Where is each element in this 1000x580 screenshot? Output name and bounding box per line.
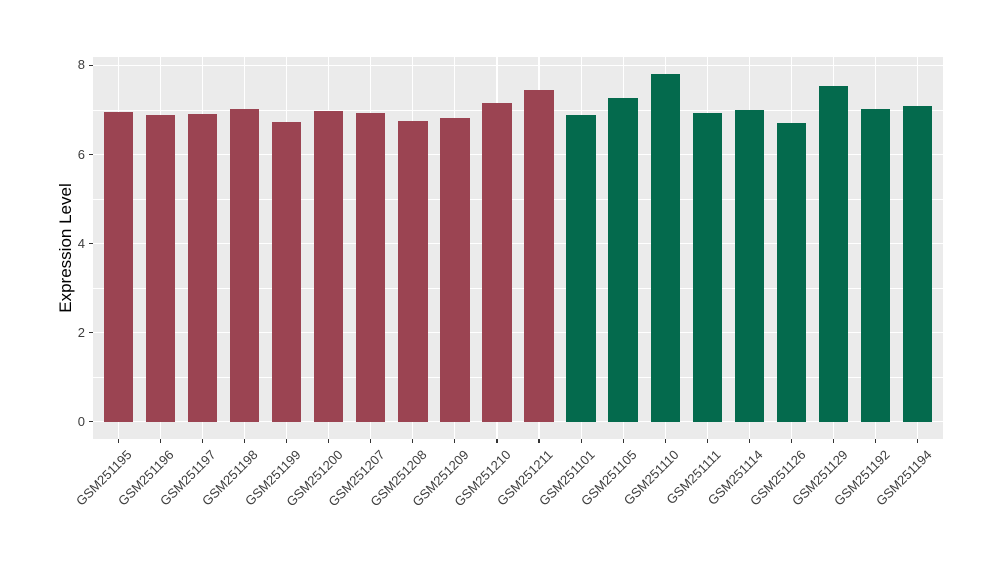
x-tick-mark (328, 439, 330, 443)
bar-GSM251211 (524, 90, 554, 422)
gridline-y-minor (93, 198, 943, 200)
y-tick-mark (89, 64, 93, 67)
bar-GSM251210 (482, 103, 512, 422)
x-tick-mark (370, 439, 372, 443)
plot-panel (93, 57, 943, 439)
bar-GSM251195 (103, 112, 133, 422)
y-tick-mark (89, 242, 93, 245)
x-tick-mark (832, 439, 835, 443)
gridline-y-minor (93, 287, 943, 289)
bar-GSM251208 (398, 120, 428, 422)
gridline-y-major (93, 331, 943, 334)
x-tick-mark (412, 439, 414, 443)
y-tick-label: 4 (77, 235, 85, 251)
bar-GSM251101 (566, 115, 596, 422)
y-tick-mark (89, 331, 93, 334)
gridline-y-major (93, 64, 943, 67)
bar-GSM251105 (608, 98, 638, 422)
gridline-y-minor (93, 376, 943, 378)
bar-GSM251194 (903, 105, 933, 422)
x-tick-mark (790, 439, 793, 443)
gridline-y-major (93, 421, 943, 423)
y-tick-label: 2 (77, 324, 85, 340)
x-tick-mark (496, 439, 498, 443)
x-tick-mark (622, 439, 624, 443)
bar-GSM251114 (734, 110, 765, 422)
x-tick-mark (748, 439, 751, 443)
bar-GSM251199 (271, 121, 302, 422)
y-tick-mark (89, 153, 93, 156)
x-tick-mark (706, 439, 708, 443)
y-tick-label: 8 (77, 57, 85, 73)
bar-GSM251197 (187, 113, 218, 422)
gridline-y-major (93, 153, 943, 156)
bar-GSM251207 (355, 113, 386, 422)
bar-GSM251111 (692, 112, 723, 422)
y-tick-label: 0 (77, 413, 85, 429)
x-tick-mark (159, 439, 161, 443)
x-tick-mark (201, 439, 203, 443)
y-tick-label: 6 (77, 146, 85, 162)
bar-GSM251196 (145, 115, 176, 422)
bar-GSM251198 (229, 108, 260, 422)
x-tick-mark (285, 439, 288, 443)
x-tick-mark (917, 439, 919, 443)
x-tick-mark (538, 439, 540, 443)
bar-GSM251200 (313, 111, 344, 422)
x-tick-mark (875, 439, 877, 443)
x-tick-mark (664, 439, 666, 443)
gridline-y-minor (93, 109, 943, 111)
bar-GSM251126 (776, 123, 807, 422)
bar-GSM251110 (650, 74, 680, 422)
bar-GSM251192 (860, 109, 891, 422)
x-tick-mark (243, 439, 246, 443)
gridline-y-major (93, 242, 943, 245)
y-tick-mark (89, 421, 93, 423)
bar-GSM251209 (440, 117, 470, 422)
x-tick-mark (454, 439, 456, 443)
x-tick-mark (580, 439, 582, 443)
bar-GSM251129 (818, 86, 849, 422)
x-tick-mark (117, 439, 119, 443)
